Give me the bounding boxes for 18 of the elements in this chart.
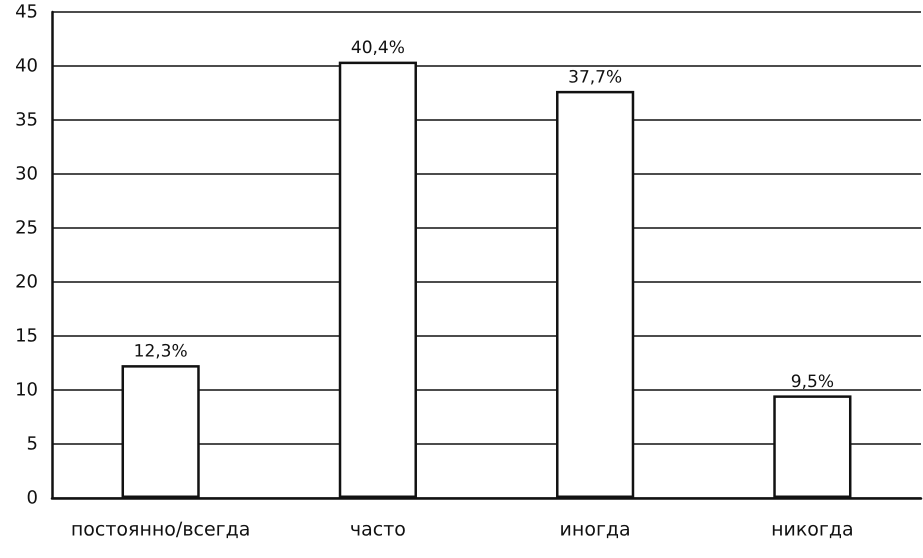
- x-tick-label: постоянно/всегда: [70, 518, 250, 540]
- y-tick-label: 10: [15, 380, 38, 400]
- y-tick-label: 30: [15, 164, 38, 184]
- x-tick-label: иногда: [560, 518, 631, 540]
- y-tick-label: 25: [15, 218, 38, 238]
- y-tick-label: 20: [15, 272, 38, 292]
- y-tick-label: 15: [15, 326, 38, 346]
- y-tick-label: 5: [26, 434, 38, 454]
- data-label: 9,5%: [790, 372, 834, 392]
- data-label: 12,3%: [134, 342, 188, 362]
- data-label: 37,7%: [568, 67, 622, 88]
- x-tick-label: часто: [350, 518, 406, 540]
- data-label: 40,4%: [350, 38, 405, 58]
- y-tick-label: 40: [15, 56, 38, 76]
- y-tick-label: 0: [26, 488, 38, 508]
- y-tick-label: 35: [15, 110, 38, 130]
- y-tick-label: 45: [15, 2, 38, 22]
- x-tick-label: никогда: [771, 518, 854, 540]
